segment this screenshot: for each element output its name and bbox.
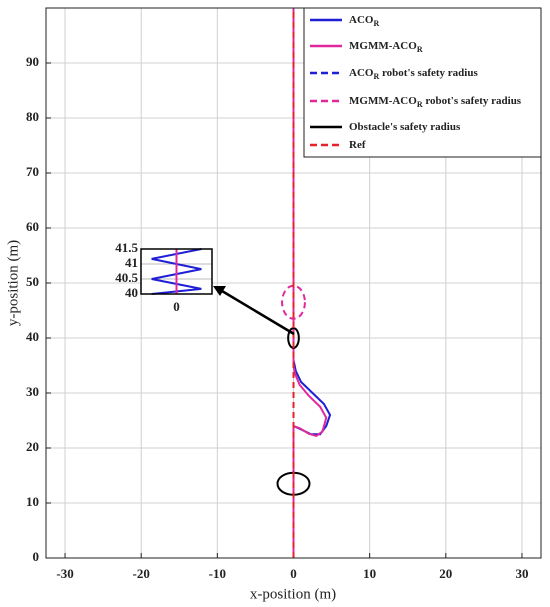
y-tick-label: 20 <box>26 439 39 454</box>
legend-label: MGMM-ACOR <box>349 40 423 55</box>
x-tick-label: -30 <box>56 566 73 581</box>
y-tick-label: 30 <box>26 384 39 399</box>
legend-label: MGMM-ACOR robot's safety radius <box>349 95 522 110</box>
inset-x-tick-label: 0 <box>173 299 180 314</box>
legend-label-part: Obstacle's safety radius <box>349 121 461 133</box>
annotation-arrow <box>221 289 295 336</box>
legend-label-part: MGMM-ACO <box>349 95 417 107</box>
legend-label-part: MGMM-ACO <box>349 40 417 52</box>
y-tick-label: 90 <box>26 54 39 69</box>
inset-y-tick-label: 41.5 <box>115 240 138 255</box>
x-tick-label: 30 <box>515 566 528 581</box>
y-tick-label: 10 <box>26 494 39 509</box>
x-tick-label: -10 <box>209 566 226 581</box>
series-line <box>292 8 328 558</box>
legend-label-part: R <box>417 100 423 109</box>
legend-label: ACOR <box>349 14 379 29</box>
inset-y-tick-label: 41 <box>125 255 138 270</box>
y-tick-label: 70 <box>26 164 39 179</box>
legend-label-part: ACO <box>349 14 374 26</box>
legend-label-part: Ref <box>349 139 366 151</box>
legend-label: ACOR robot's safety radius <box>349 67 478 82</box>
legend-label-part: ACO <box>349 67 374 79</box>
legend-label: Obstacle's safety radius <box>349 121 461 133</box>
inset-y-tick-label: 40.5 <box>115 270 138 285</box>
plot-frame <box>45 7 542 559</box>
x-tick-label: -20 <box>133 566 150 581</box>
legend-label-part: R <box>417 45 423 54</box>
y-tick-label: 80 <box>26 109 39 124</box>
legend-label-part: R <box>373 72 379 81</box>
legend-label-part: robot's safety radius <box>379 67 478 79</box>
y-tick-label: 60 <box>26 219 39 234</box>
legend-box <box>303 7 542 158</box>
x-axis-label: x-position (m) <box>250 586 336 602</box>
inset-frame <box>140 248 213 295</box>
y-tick-label: 50 <box>26 274 39 289</box>
y-tick-label: 40 <box>26 329 39 344</box>
y-axis-label: y-position (m) <box>5 240 21 326</box>
x-tick-label: 10 <box>363 566 376 581</box>
legend-label: Ref <box>349 139 366 151</box>
inset-y-tick-label: 40 <box>125 285 138 300</box>
legend-label-part: R <box>373 19 379 28</box>
x-tick-label: 20 <box>439 566 452 581</box>
y-tick-label: 0 <box>33 549 40 564</box>
arrow-head <box>213 286 226 296</box>
x-tick-label: 0 <box>290 566 297 581</box>
legend-label-part: robot's safety radius <box>423 95 522 107</box>
